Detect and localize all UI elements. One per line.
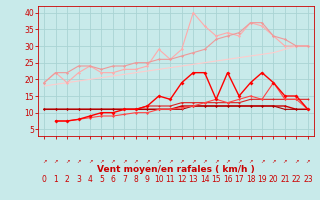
Text: ↗: ↗ bbox=[294, 159, 299, 164]
Text: 6: 6 bbox=[110, 175, 116, 184]
Text: ↗: ↗ bbox=[214, 159, 218, 164]
Text: ↗: ↗ bbox=[76, 159, 81, 164]
Text: 11: 11 bbox=[165, 175, 175, 184]
Text: ↗: ↗ bbox=[260, 159, 264, 164]
Text: 0: 0 bbox=[42, 175, 47, 184]
Text: ↗: ↗ bbox=[42, 159, 46, 164]
Text: 9: 9 bbox=[145, 175, 150, 184]
Text: ↗: ↗ bbox=[168, 159, 172, 164]
Text: 10: 10 bbox=[154, 175, 164, 184]
Text: 2: 2 bbox=[65, 175, 69, 184]
Text: 7: 7 bbox=[122, 175, 127, 184]
Text: ↗: ↗ bbox=[271, 159, 276, 164]
Text: 22: 22 bbox=[292, 175, 301, 184]
Text: 3: 3 bbox=[76, 175, 81, 184]
Text: ↗: ↗ bbox=[88, 159, 92, 164]
Text: ↗: ↗ bbox=[65, 159, 69, 164]
Text: 12: 12 bbox=[177, 175, 187, 184]
Text: ↗: ↗ bbox=[145, 159, 149, 164]
Text: 16: 16 bbox=[223, 175, 232, 184]
X-axis label: Vent moyen/en rafales ( km/h ): Vent moyen/en rafales ( km/h ) bbox=[97, 165, 255, 174]
Text: ↗: ↗ bbox=[156, 159, 161, 164]
Text: ↗: ↗ bbox=[134, 159, 138, 164]
Text: 20: 20 bbox=[269, 175, 278, 184]
Text: ↗: ↗ bbox=[237, 159, 241, 164]
Text: ↗: ↗ bbox=[180, 159, 184, 164]
Text: 15: 15 bbox=[211, 175, 221, 184]
Text: ↗: ↗ bbox=[248, 159, 253, 164]
Text: ↗: ↗ bbox=[225, 159, 230, 164]
Text: 4: 4 bbox=[88, 175, 92, 184]
Text: ↗: ↗ bbox=[203, 159, 207, 164]
Text: 17: 17 bbox=[234, 175, 244, 184]
Text: ↗: ↗ bbox=[99, 159, 104, 164]
Text: ↗: ↗ bbox=[111, 159, 115, 164]
Text: 21: 21 bbox=[280, 175, 290, 184]
Text: 23: 23 bbox=[303, 175, 313, 184]
Text: ↗: ↗ bbox=[306, 159, 310, 164]
Text: ↗: ↗ bbox=[191, 159, 196, 164]
Text: 1: 1 bbox=[53, 175, 58, 184]
Text: 5: 5 bbox=[99, 175, 104, 184]
Text: 19: 19 bbox=[257, 175, 267, 184]
Text: ↗: ↗ bbox=[53, 159, 58, 164]
Text: ↗: ↗ bbox=[283, 159, 287, 164]
Text: ↗: ↗ bbox=[122, 159, 127, 164]
Text: 18: 18 bbox=[246, 175, 255, 184]
Text: 14: 14 bbox=[200, 175, 210, 184]
Text: 13: 13 bbox=[188, 175, 198, 184]
Text: 8: 8 bbox=[133, 175, 138, 184]
